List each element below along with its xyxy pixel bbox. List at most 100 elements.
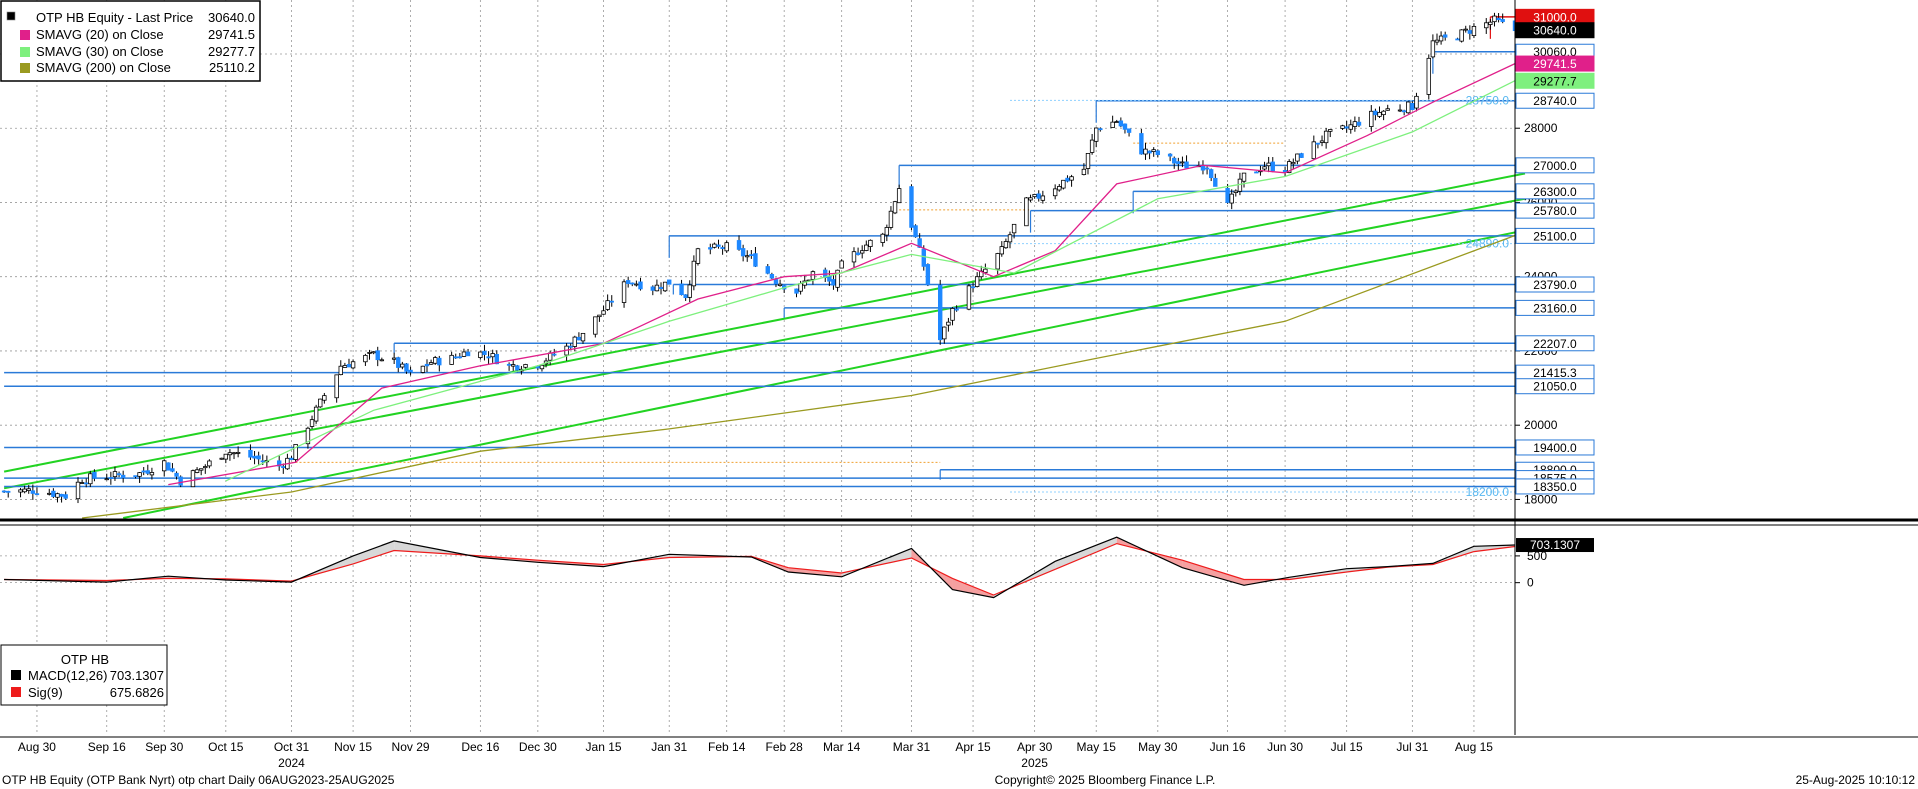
candle-body	[1114, 121, 1119, 123]
candle-body	[1122, 123, 1128, 130]
level-tag: 25100.0	[1515, 227, 1595, 244]
candle-body	[1208, 169, 1214, 179]
candle-body	[1295, 153, 1300, 162]
candle-body	[26, 488, 31, 491]
candle-body	[1172, 157, 1177, 164]
footer-copyright: Copyright© 2025 Bloomberg Finance L.P.	[995, 773, 1216, 787]
macd-histogram-band	[353, 540, 395, 564]
level-tag-value: 31000.0	[1533, 10, 1577, 24]
candle-body	[740, 248, 746, 257]
legend-value-macd: 703.1307	[110, 668, 164, 683]
candle-body	[1286, 161, 1292, 174]
year-label: 2025	[1021, 756, 1048, 770]
price-tick-label: 28000	[1524, 121, 1558, 135]
candle-body	[1098, 128, 1103, 131]
candle-body	[1488, 21, 1493, 25]
x-tick-label: Apr 30	[1017, 740, 1053, 754]
candle-body	[1052, 188, 1058, 197]
candle-body	[408, 369, 413, 373]
candle-body	[909, 186, 914, 228]
level-tag: 21050.0	[1515, 378, 1595, 395]
legend-label-sma30: SMAVG (30) on Close	[36, 44, 164, 59]
candle-body	[260, 460, 265, 463]
x-tick-label: May 30	[1138, 740, 1178, 754]
candle-body	[970, 286, 976, 289]
x-tick-label: Mar 14	[823, 740, 861, 754]
candle-body	[1463, 28, 1468, 31]
candle-body	[777, 283, 783, 286]
price-tick-label: 20000	[1524, 418, 1558, 432]
x-tick-label: Mar 31	[893, 740, 931, 754]
candle-body	[769, 274, 775, 279]
level-tag-value: 29741.5	[1533, 57, 1577, 71]
candle-body	[1471, 25, 1477, 37]
candle-body	[1434, 39, 1440, 43]
candle-body	[207, 460, 212, 467]
x-tick-label: Nov 29	[392, 740, 430, 754]
candle-body	[1155, 150, 1161, 155]
candle-body	[313, 406, 319, 422]
candle-body	[112, 471, 118, 478]
level-tag-value: 25780.0	[1533, 204, 1577, 218]
candle-body	[654, 284, 660, 292]
candle-body	[1344, 126, 1349, 129]
moving-averages	[82, 63, 1516, 519]
candle-body	[194, 469, 200, 473]
candle-body	[162, 460, 167, 472]
candle-body	[1126, 128, 1132, 133]
candle-body	[1176, 161, 1181, 165]
candle-body	[1369, 110, 1374, 127]
candle-body	[305, 427, 311, 445]
candle-body	[322, 395, 327, 401]
candle-body	[568, 345, 573, 348]
macd-value-text: 703.1307	[1530, 538, 1580, 552]
level-tag-box	[1515, 202, 1595, 219]
candle-body	[486, 356, 491, 359]
grid	[0, 0, 1515, 735]
candle-body	[511, 364, 516, 367]
candle-body	[621, 281, 627, 303]
candle-body	[1184, 161, 1189, 169]
candle-body	[708, 247, 713, 250]
candle-body	[1094, 127, 1099, 142]
legend-value-sma30: 29277.7	[208, 44, 255, 59]
candle-body	[683, 294, 688, 299]
candle-body	[1352, 121, 1358, 127]
candle-body	[1213, 177, 1218, 187]
candle-body	[999, 246, 1004, 255]
candle-body	[363, 354, 368, 363]
candle-body	[515, 365, 520, 371]
candle-body	[798, 283, 803, 292]
candle-body	[1443, 34, 1448, 38]
candle-body	[736, 240, 742, 250]
candle-body	[1143, 148, 1148, 155]
candle-body	[1426, 57, 1431, 95]
candle-body	[1032, 194, 1037, 198]
macd-histogram-band	[1055, 537, 1117, 570]
level-tag: 25780.0	[1515, 202, 1595, 219]
candle-body	[1397, 109, 1403, 112]
macd-histogram-band	[1182, 560, 1245, 586]
candle-body	[576, 336, 582, 341]
candle-body	[864, 244, 869, 251]
candle-body	[687, 284, 692, 298]
candle-body	[449, 354, 454, 365]
x-tick-label: May 15	[1077, 740, 1117, 754]
candle-body	[1225, 188, 1230, 203]
legend-value-sma20: 29741.5	[208, 27, 255, 42]
x-tick-label: Jun 30	[1267, 740, 1303, 754]
candle-body	[634, 283, 639, 286]
macd-legend: OTP HB MACD(12,26) 703.1307 Sig(9) 675.6…	[0, 644, 168, 706]
candle-body	[1438, 35, 1444, 42]
candle-body	[1233, 190, 1239, 193]
x-tick-label: Nov 15	[334, 740, 372, 754]
level-tag-value: 21050.0	[1533, 380, 1577, 394]
candle-body	[92, 471, 97, 479]
candle-body	[720, 247, 725, 250]
candle-body	[835, 269, 840, 288]
level-tag-value: 26300.0	[1533, 185, 1577, 199]
candle-body	[506, 363, 512, 366]
faint-level-label: 24890.0	[1466, 237, 1510, 251]
candle-body	[1410, 102, 1415, 111]
candle-body	[1180, 161, 1185, 164]
